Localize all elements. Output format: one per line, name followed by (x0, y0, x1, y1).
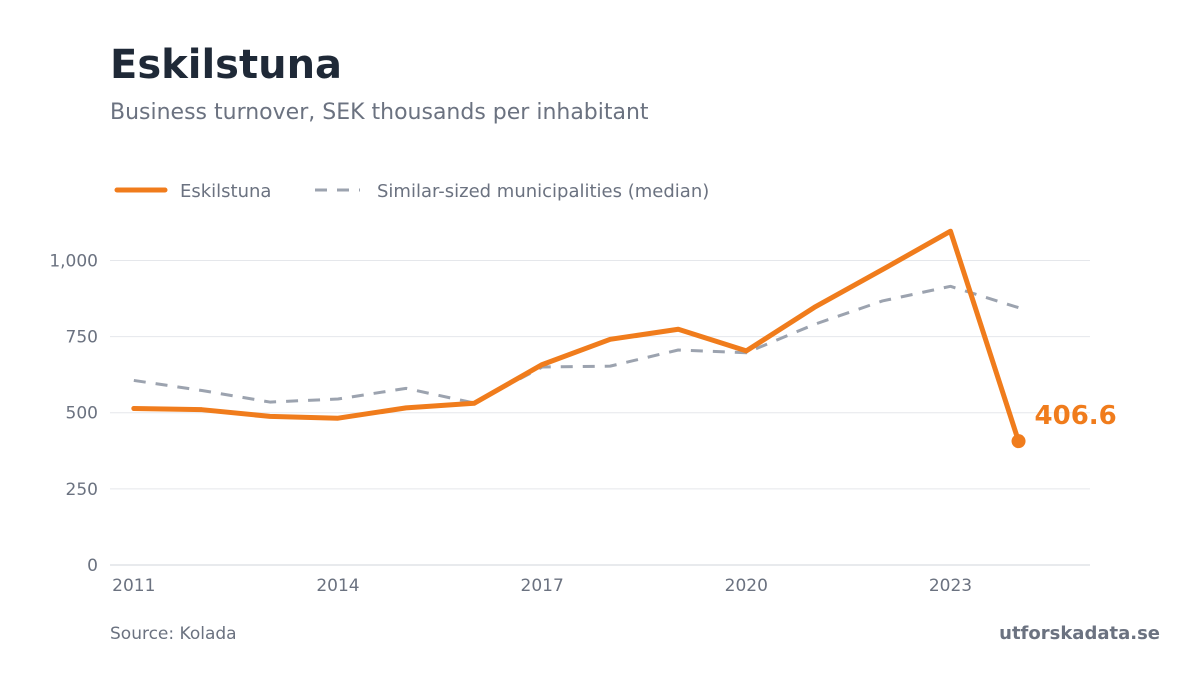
grid (110, 259, 1090, 566)
x-tick-label: 2014 (316, 576, 359, 596)
series (131, 228, 1026, 449)
legend-label-median: Similar-sized municipalities (median) (377, 181, 709, 202)
series-line-eskilstuna (131, 228, 1022, 444)
legend-label-eskilstuna: Eskilstuna (180, 181, 271, 202)
y-axis-ticks: 0 250 500 750 1,000 (49, 251, 98, 576)
chart-subtitle: Business turnover, SEK thousands per inh… (110, 100, 649, 125)
x-tick-label: 2023 (929, 576, 972, 596)
end-value-label: 406.6 (1035, 401, 1117, 431)
y-tick-label: 250 (66, 480, 98, 500)
legend: Eskilstuna Similar-sized municipalities … (114, 181, 709, 202)
x-tick-label: 2017 (521, 576, 564, 596)
end-point-marker (1011, 434, 1026, 449)
x-tick-label: 2011 (112, 576, 155, 596)
source-note: Source: Kolada (110, 624, 237, 644)
y-tick-label: 750 (66, 328, 98, 348)
x-tick-label: 2020 (725, 576, 768, 596)
series-line-median (133, 284, 1019, 405)
x-axis-ticks: 2011 2014 2017 2020 2023 (112, 576, 972, 596)
chart-title: Eskilstuna (110, 42, 343, 88)
y-tick-label: 1,000 (49, 251, 98, 271)
y-tick-label: 500 (66, 404, 98, 424)
brand-link[interactable]: utforskadata.se (999, 623, 1160, 644)
y-tick-label: 0 (87, 556, 98, 576)
